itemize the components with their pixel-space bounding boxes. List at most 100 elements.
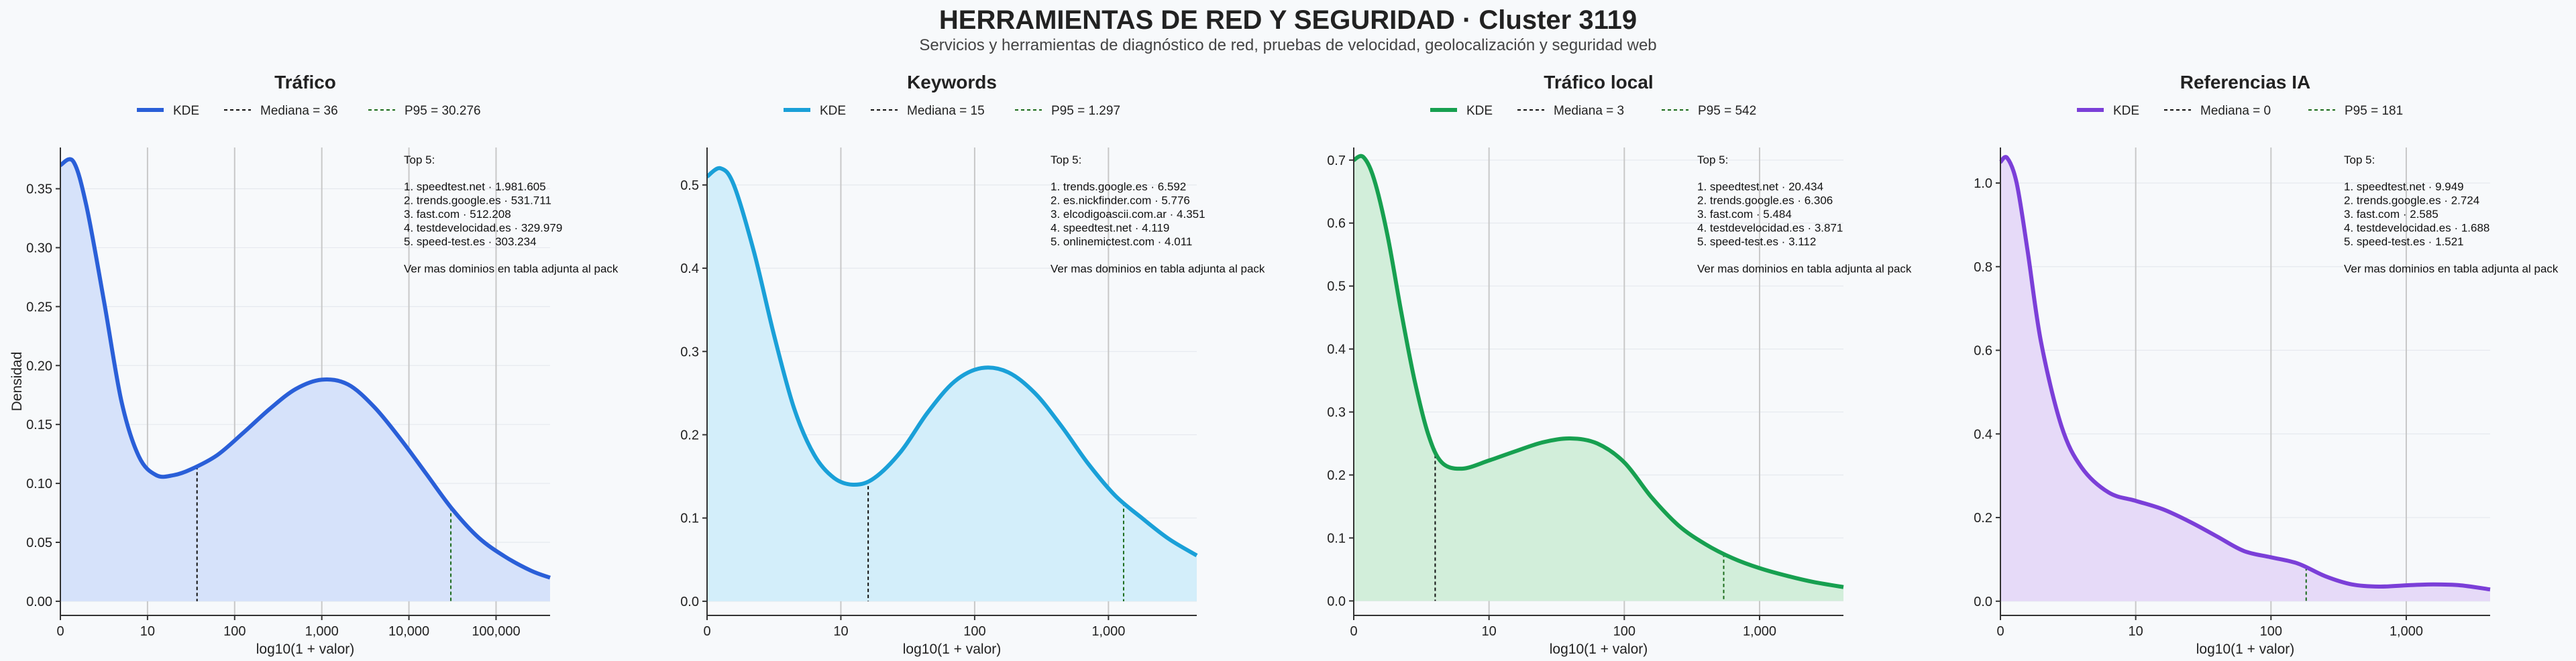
top5-item: 5. speed-test.es · 3.112 xyxy=(1697,235,1816,248)
legend-median-label: Mediana = 3 xyxy=(1554,104,1624,118)
x-tick-label: 100 xyxy=(1613,624,1635,639)
x-axis-label: log10(1 + valor) xyxy=(1550,642,1648,657)
top5-item: 5. speed-test.es · 1.521 xyxy=(2344,235,2464,248)
x-tick-label: 0 xyxy=(1350,624,1357,639)
x-axis-label: log10(1 + valor) xyxy=(256,642,355,657)
y-tick-label: 0.2 xyxy=(680,428,699,442)
x-tick-label: 100 xyxy=(963,624,985,639)
top5-item: 4. speedtest.net · 4.119 xyxy=(1051,222,1169,235)
y-tick-label: 0.00 xyxy=(26,595,52,609)
legend-p95-label: P95 = 30.276 xyxy=(405,104,481,118)
x-tick-label: 10 xyxy=(140,624,155,639)
top5-title: Top 5: xyxy=(404,154,435,166)
top5-item: 3. fast.com · 512.208 xyxy=(404,208,511,221)
top5-item: 1. speedtest.net · 9.949 xyxy=(2344,180,2464,193)
top5-item: 5. speed-test.es · 303.234 xyxy=(404,235,537,248)
y-tick-label: 0.3 xyxy=(1327,406,1346,420)
kde-line xyxy=(1998,155,2491,592)
top5-title: Top 5: xyxy=(2344,154,2375,166)
x-tick-label: 10,000 xyxy=(388,624,429,639)
legend-median-label: Mediana = 36 xyxy=(260,104,338,118)
kde-area xyxy=(1354,156,1843,601)
top5-item: 4. testdevelocidad.es · 329.979 xyxy=(404,222,562,235)
chart-panel-4: 0.0 0.2 0.4 0.6 0.8 1.0 0 10 100 1,000 log10(1 + v… xyxy=(1974,72,2559,657)
x-tick-label: 0 xyxy=(56,624,64,639)
legend-p95-label: P95 = 542 xyxy=(1698,104,1756,118)
top5-item: 2. trends.google.es · 6.306 xyxy=(1697,194,1833,207)
y-axis-label: Densidad xyxy=(9,352,25,412)
y-tick-label: 0.0 xyxy=(1974,595,1992,609)
y-tick-label: 1.0 xyxy=(1974,176,1992,191)
y-tick-label: 0.5 xyxy=(680,178,699,193)
top5-item: 2. trends.google.es · 531.711 xyxy=(404,194,551,207)
page-subtitle: Servicios y herramientas de diagnóstico … xyxy=(919,36,1657,54)
x-tick-label: 10 xyxy=(1482,624,1497,639)
y-tick-label: 0.3 xyxy=(680,345,699,359)
y-tick-label: 0.8 xyxy=(1974,260,1992,275)
x-tick-label: 1,000 xyxy=(1743,624,1776,639)
y-tick-label: 0.0 xyxy=(680,595,699,609)
legend-p95-label: P95 = 1.297 xyxy=(1051,104,1120,118)
y-tick-label: 0.0 xyxy=(1327,594,1346,609)
top5-footnote: Ver mas dominios en tabla adjunta al pac… xyxy=(404,263,619,276)
y-tick-label: 0.15 xyxy=(26,418,52,432)
legend-kde-label: KDE xyxy=(2113,104,2139,118)
y-tick-label: 0.4 xyxy=(1327,343,1346,357)
y-tick-label: 0.30 xyxy=(26,241,52,255)
x-tick-label: 0 xyxy=(1996,624,2004,639)
y-tick-label: 0.6 xyxy=(1327,217,1346,231)
top5-item: 2. trends.google.es · 2.724 xyxy=(2344,194,2479,207)
legend-kde-label: KDE xyxy=(820,104,846,118)
y-tick-label: 0.4 xyxy=(1974,427,1992,442)
y-tick-label: 0.5 xyxy=(1327,280,1346,294)
y-tick-label: 0.6 xyxy=(1974,344,1992,359)
x-axis-label: log10(1 + valor) xyxy=(903,642,1002,657)
chart-panel-2: 0.0 0.1 0.2 0.3 0.4 0.5 0 10 100 1,000 log10(1 + v… xyxy=(680,72,1265,657)
x-axis-label: log10(1 + valor) xyxy=(2196,642,2295,657)
top5-footnote: Ver mas dominios en tabla adjunta al pac… xyxy=(1697,263,1912,276)
top5-item: 4. testdevelocidad.es · 3.871 xyxy=(1697,222,1843,235)
legend-p95-label: P95 = 181 xyxy=(2345,104,2403,118)
x-tick-label: 1,000 xyxy=(1091,624,1125,639)
top5-item: 4. testdevelocidad.es · 1.688 xyxy=(2344,222,2489,235)
y-tick-label: 0.1 xyxy=(680,512,699,526)
y-tick-label: 0.2 xyxy=(1974,511,1992,526)
x-tick-label: 1,000 xyxy=(2390,624,2423,639)
top5-item: 3. fast.com · 2.585 xyxy=(2344,208,2438,221)
chart-title: Keywords xyxy=(907,72,997,93)
x-tick-label: 100 xyxy=(223,624,246,639)
top5-footnote: Ver mas dominios en tabla adjunta al pac… xyxy=(2344,263,2559,276)
legend-median-label: Mediana = 0 xyxy=(2200,104,2271,118)
legend-kde-label: KDE xyxy=(173,104,199,118)
top5-item: 2. es.nickfinder.com · 5.776 xyxy=(1051,194,1190,207)
page-title: HERRAMIENTAS DE RED Y SEGURIDAD · Cluste… xyxy=(938,5,1638,35)
x-tick-label: 10 xyxy=(833,624,848,639)
y-tick-label: 0.4 xyxy=(680,261,699,276)
chart-panel-1: 0.00 0.05 0.10 0.15 0.20 0.25 0.30 0.35 0 10 100 1,… xyxy=(26,72,619,657)
chart-title: Referencias IA xyxy=(2180,72,2311,93)
y-tick-label: 0.2 xyxy=(1327,469,1346,483)
chart-panel-3: 0.0 0.1 0.2 0.3 0.4 0.5 0.6 0.7 0 10 100 1,000 log10… xyxy=(1327,72,1912,657)
top5-item: 3. fast.com · 5.484 xyxy=(1697,208,1792,221)
x-tick-label: 10 xyxy=(2129,624,2143,639)
y-tick-label: 0.1 xyxy=(1327,531,1346,546)
x-tick-label: 1,000 xyxy=(305,624,339,639)
y-tick-label: 0.7 xyxy=(1327,154,1346,168)
chart-title: Tráfico xyxy=(274,72,336,93)
y-tick-label: 0.35 xyxy=(26,182,52,197)
top5-item: 5. onlinemictest.com · 4.011 xyxy=(1051,235,1192,248)
legend-kde-label: KDE xyxy=(1466,104,1493,118)
y-tick-label: 0.10 xyxy=(26,477,52,491)
top5-footnote: Ver mas dominios en tabla adjunta al pac… xyxy=(1051,263,1265,276)
y-tick-label: 0.20 xyxy=(26,359,52,373)
kde-line xyxy=(706,166,1198,558)
kde-line xyxy=(59,157,551,580)
top5-item: 1. speedtest.net · 20.434 xyxy=(1697,180,1823,193)
x-tick-label: 100,000 xyxy=(472,624,520,639)
top5-item: 1. speedtest.net · 1.981.605 xyxy=(404,180,546,193)
kde-area xyxy=(2000,157,2490,601)
x-tick-label: 100 xyxy=(2260,624,2282,639)
kde-area xyxy=(60,159,550,601)
y-tick-label: 0.05 xyxy=(26,536,52,550)
